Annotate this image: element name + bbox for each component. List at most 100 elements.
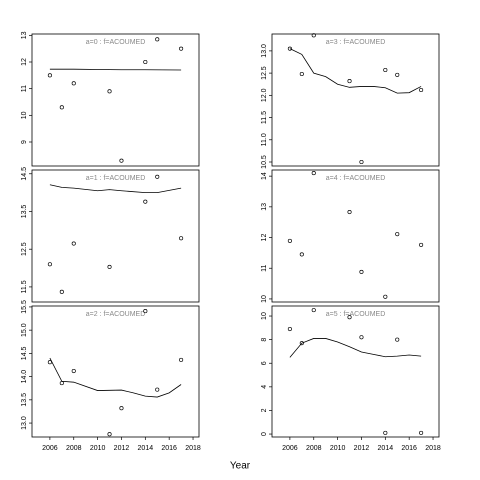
- y-tick-label: 10.5: [261, 155, 268, 169]
- panel-frame: [271, 305, 440, 438]
- panel-title: a=0 : f=ACOUMED: [86, 39, 146, 46]
- point: [47, 360, 52, 365]
- point: [59, 105, 64, 110]
- y-tick-label: 10: [261, 295, 268, 303]
- y-tick-label: 13.0: [21, 416, 28, 430]
- y-tick-label: 13.5: [21, 205, 28, 219]
- y-tick-label: 11.5: [21, 280, 28, 293]
- point: [359, 269, 364, 274]
- point: [383, 67, 388, 73]
- point: [299, 71, 304, 77]
- y-tick-label: 14: [261, 172, 268, 180]
- point: [287, 238, 292, 243]
- point: [395, 72, 400, 77]
- y-tick-label: 14.0: [21, 370, 28, 384]
- point: [359, 335, 364, 340]
- y-tick-label: 13.0: [261, 44, 268, 58]
- point: [383, 294, 388, 299]
- y-tick-label: 14.5: [21, 346, 28, 360]
- point: [107, 264, 112, 269]
- fit-line: [49, 184, 182, 194]
- point: [155, 37, 160, 42]
- x-tick-label: 2016: [401, 445, 417, 452]
- x-tick-label: 2008: [66, 445, 82, 452]
- panel: a=4 : f=ACOUMED 10 11 12 13 14: [261, 169, 440, 303]
- y-tick-label: 4: [261, 385, 268, 389]
- x-tick-label: 2012: [114, 445, 130, 452]
- y-tick-label: 13: [261, 203, 268, 211]
- point: [395, 337, 400, 342]
- point: [143, 309, 148, 314]
- y-tick-label: 11.5: [261, 111, 268, 124]
- point: [419, 242, 424, 247]
- panel: a=2 : f=ACOUMED 13.0 13.5 14.0 14.5 15.0 15.5 2…: [21, 300, 201, 452]
- panel: a=0 : f=ACOUMED 9 10 11 12 13: [21, 31, 200, 167]
- y-tick-label: 12: [261, 234, 268, 242]
- y-tick-label: 12.0: [261, 88, 268, 102]
- point: [155, 387, 160, 392]
- x-tick-label: 2012: [354, 445, 370, 452]
- panel-title: a=5 : f=ACOUMED: [326, 311, 386, 318]
- y-tick-label: 0: [261, 432, 268, 436]
- y-tick-label: 6: [261, 361, 268, 365]
- point: [347, 210, 352, 215]
- fit-line: [49, 68, 182, 71]
- point: [383, 430, 388, 435]
- fit-line: [289, 48, 422, 94]
- panel-frame: [271, 169, 440, 303]
- point: [119, 158, 124, 163]
- point: [107, 89, 112, 94]
- point: [59, 289, 64, 294]
- point: [107, 432, 112, 437]
- point: [419, 430, 424, 435]
- point: [59, 381, 64, 386]
- point: [347, 315, 352, 320]
- x-tick-label: 2006: [282, 445, 298, 452]
- point: [419, 87, 424, 93]
- y-tick-label: 12.5: [261, 66, 268, 80]
- point: [47, 262, 52, 267]
- y-tick-label: 11: [261, 264, 268, 271]
- panel-title: a=3 : f=ACOUMED: [326, 39, 386, 46]
- y-tick-label: 8: [261, 338, 268, 342]
- x-axis-label: Year: [230, 461, 251, 472]
- point: [71, 81, 76, 86]
- fit-line: [289, 338, 422, 358]
- panel: a=1 : f=ACOUMED 11.5 12.5 13.5 14.5: [21, 167, 200, 303]
- point: [47, 73, 52, 78]
- y-tick-label: 15.0: [21, 323, 28, 337]
- point: [299, 341, 304, 346]
- point: [143, 199, 148, 204]
- panel-title: a=4 : f=ACOUMED: [326, 175, 386, 182]
- point: [311, 33, 316, 38]
- x-tick-label: 2018: [425, 445, 441, 452]
- point: [287, 46, 292, 51]
- x-tick-label: 2006: [42, 445, 58, 452]
- y-tick-label: 12.5: [21, 242, 28, 256]
- panel-frame: [31, 33, 200, 167]
- y-tick-label: 2: [261, 408, 268, 412]
- y-tick-label: 12: [21, 58, 28, 66]
- x-tick-label: 2016: [161, 445, 177, 452]
- point: [179, 46, 184, 51]
- panel-frame: [271, 33, 440, 167]
- point: [395, 232, 400, 237]
- point: [311, 308, 316, 313]
- x-tick-label: 2018: [185, 445, 201, 452]
- panel-title: a=2 : f=ACOUMED: [86, 311, 146, 318]
- point: [71, 368, 76, 374]
- x-tick-label: 2014: [378, 445, 394, 452]
- point: [347, 79, 352, 84]
- point: [119, 406, 124, 411]
- panel: a=3 : f=ACOUMED 10.5 11.0 11.5 12.0 12.5 13.0: [261, 33, 440, 169]
- y-tick-label: 11.0: [261, 133, 268, 146]
- y-tick-label: 13.5: [21, 393, 28, 407]
- y-tick-label: 11: [21, 85, 28, 92]
- point: [155, 174, 160, 179]
- panel-title: a=1 : f=ACOUMED: [86, 175, 146, 182]
- point: [179, 236, 184, 241]
- point: [71, 241, 76, 246]
- fit-line: [49, 357, 182, 398]
